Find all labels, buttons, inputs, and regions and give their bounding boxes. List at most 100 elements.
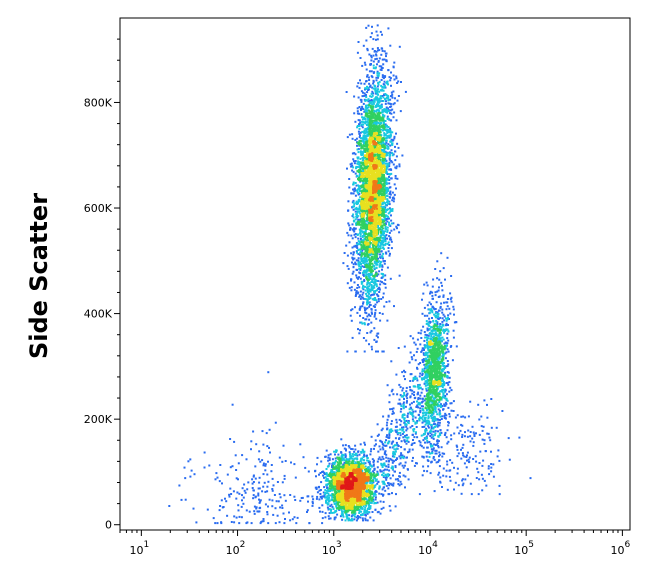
event-point [370,472,373,475]
event-point [437,430,439,433]
event-point [394,478,397,481]
event-point [330,473,333,476]
event-point [389,193,392,196]
event-point [441,452,444,455]
event-point [418,493,421,496]
event-point [449,292,452,295]
event-point [353,457,356,460]
event-point [372,116,375,119]
event-point [379,260,382,263]
event-point [368,282,371,285]
event-point [373,291,376,294]
event-point [384,441,387,444]
event-point [365,80,368,82]
event-point [364,127,367,130]
event-point [369,495,372,498]
event-point [367,126,370,128]
event-point [392,452,395,455]
event-point [434,407,437,410]
event-point [393,78,396,81]
event-point [383,236,386,239]
event-point [382,292,385,295]
event-point [428,411,431,414]
event-point [375,76,378,79]
event-point [327,459,330,462]
event-point [441,351,444,354]
event-point [261,430,264,433]
event-point [447,424,450,427]
event-point [356,144,358,147]
event-point [372,60,375,63]
event-point [384,202,387,205]
event-point [324,479,327,482]
event-point [360,113,363,116]
event-point [381,49,384,52]
event-point [407,412,410,415]
event-point [361,167,364,170]
event-point [363,350,366,353]
event-point [430,396,433,399]
event-point [328,512,331,515]
event-point [259,500,262,503]
event-point [406,468,409,471]
event-point [405,434,408,437]
event-point [437,334,440,337]
event-point [386,226,389,229]
event-point [478,462,481,464]
event-point [387,96,390,98]
event-point [375,57,378,60]
event-point [329,505,332,508]
event-point [437,445,440,447]
event-point [372,293,375,296]
event-point [364,87,367,90]
event-point [423,314,426,317]
event-point [252,475,255,478]
event-point [388,221,390,224]
event-point [424,382,427,385]
event-point [346,516,349,519]
event-point [327,515,330,518]
event-point [325,483,328,486]
event-point [398,165,401,168]
event-point [358,222,361,225]
event-point [324,491,326,494]
event-point [378,287,381,290]
event-point [388,155,391,158]
event-point [372,72,375,74]
event-point [387,415,390,418]
event-point [390,247,393,250]
event-point [391,143,394,146]
event-point [360,153,363,156]
event-point [411,418,414,421]
event-point [357,259,360,262]
event-point [443,345,446,347]
event-point [383,224,386,227]
event-point [359,233,362,235]
event-point [382,273,385,276]
event-point [427,368,430,371]
event-point [471,425,474,428]
event-point [384,444,387,447]
event-point [424,365,427,368]
event-point [439,397,442,400]
event-point [350,515,353,518]
event-point [441,363,444,366]
event-point [434,312,437,315]
event-point [428,332,431,335]
event-point [446,328,449,331]
event-point [387,212,390,215]
event-point [370,95,373,98]
event-point [356,251,359,254]
event-point [392,393,395,396]
event-point [346,231,349,234]
event-point [341,513,344,516]
event-point [377,93,379,96]
event-point [449,479,452,482]
event-point [430,448,433,451]
event-point [431,339,434,342]
event-point [324,496,327,499]
event-point [427,401,430,404]
event-point [352,462,354,465]
event-point [361,513,364,516]
event-point [376,482,379,485]
